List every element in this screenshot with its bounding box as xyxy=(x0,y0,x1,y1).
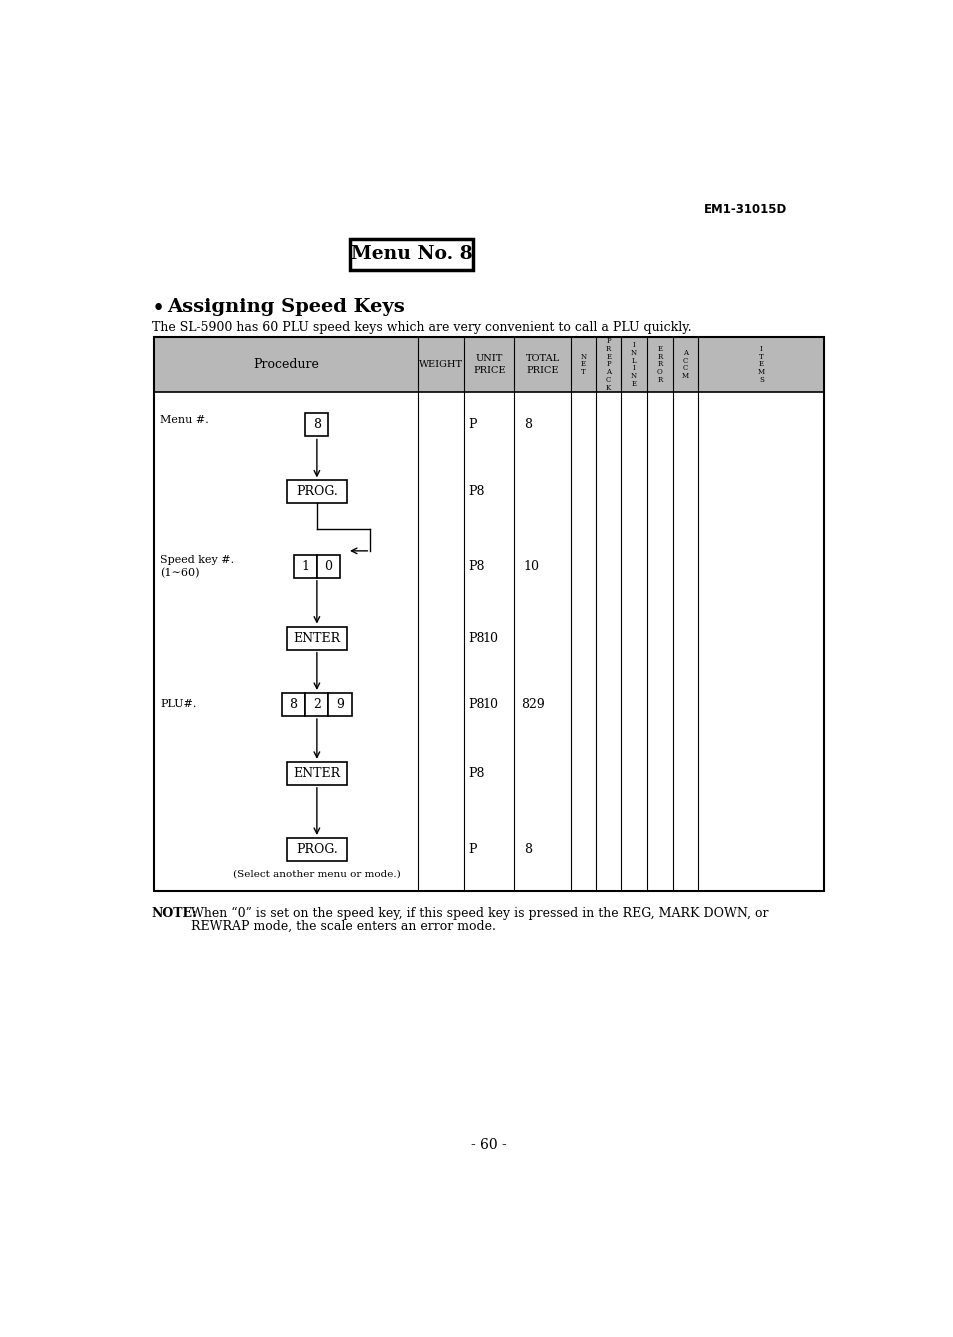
Bar xyxy=(417,337,464,392)
Text: 8: 8 xyxy=(313,418,320,432)
Bar xyxy=(282,693,305,717)
Text: NOTE:: NOTE: xyxy=(152,906,197,920)
Bar xyxy=(464,337,514,392)
Text: WEIGHT: WEIGHT xyxy=(418,360,462,369)
Text: 10: 10 xyxy=(523,560,539,572)
Text: P
R
E
P
A
C
K: P R E P A C K xyxy=(605,337,611,392)
Bar xyxy=(350,239,472,270)
Text: A
C
C
M: A C C M xyxy=(681,349,688,380)
Text: P: P xyxy=(468,842,476,856)
Text: Assigning Speed Keys: Assigning Speed Keys xyxy=(167,298,405,317)
Bar xyxy=(596,337,620,392)
Text: TOTAL
PRICE: TOTAL PRICE xyxy=(525,354,559,374)
Bar xyxy=(571,337,596,392)
Text: 10: 10 xyxy=(482,698,498,711)
Text: N
E
T: N E T xyxy=(579,353,586,376)
Text: PROG.: PROG. xyxy=(295,842,337,856)
Bar xyxy=(646,337,672,392)
Bar xyxy=(286,627,347,650)
Text: Speed key #.: Speed key #. xyxy=(160,555,234,566)
Text: REWRAP mode, the scale enters an error mode.: REWRAP mode, the scale enters an error m… xyxy=(191,920,495,933)
Text: P8: P8 xyxy=(468,631,484,644)
Text: •: • xyxy=(152,298,165,321)
Text: 2: 2 xyxy=(313,698,320,711)
Text: 8: 8 xyxy=(523,418,531,432)
Text: 0: 0 xyxy=(324,560,333,572)
Text: 8: 8 xyxy=(290,698,297,711)
Bar xyxy=(328,693,352,717)
Text: PROG.: PROG. xyxy=(295,485,337,499)
Text: Menu No. 8: Menu No. 8 xyxy=(350,246,472,263)
Bar xyxy=(286,762,347,785)
Bar xyxy=(316,555,340,578)
Text: P: P xyxy=(468,418,476,432)
Text: 829: 829 xyxy=(520,698,544,711)
Text: ENTER: ENTER xyxy=(293,767,340,779)
Bar xyxy=(672,337,698,392)
Bar xyxy=(294,555,316,578)
Bar xyxy=(154,337,417,392)
Text: 8: 8 xyxy=(523,842,531,856)
Text: PLU#.: PLU#. xyxy=(160,699,196,710)
Text: The SL-5900 has 60 PLU speed keys which are very convenient to call a PLU quickl: The SL-5900 has 60 PLU speed keys which … xyxy=(152,321,691,334)
Bar xyxy=(514,337,571,392)
Bar xyxy=(698,337,823,392)
Bar xyxy=(305,693,328,717)
Bar xyxy=(154,337,823,892)
Bar xyxy=(286,838,347,861)
Text: P8: P8 xyxy=(468,560,484,572)
Text: I
N
L
I
N
E: I N L I N E xyxy=(631,341,637,388)
Text: Menu #.: Menu #. xyxy=(160,416,209,425)
Text: E
R
R
O
R: E R R O R xyxy=(657,345,662,384)
Text: - 60 -: - 60 - xyxy=(471,1138,506,1152)
Text: Procedure: Procedure xyxy=(253,358,318,370)
Text: EM1-31015D: EM1-31015D xyxy=(703,203,787,215)
Text: 9: 9 xyxy=(335,698,344,711)
Text: P8: P8 xyxy=(468,698,484,711)
Text: 1: 1 xyxy=(301,560,309,572)
Bar xyxy=(305,413,328,436)
Text: ENTER: ENTER xyxy=(293,631,340,644)
Text: I
T
E
M
S: I T E M S xyxy=(757,345,764,384)
Bar xyxy=(286,480,347,504)
Text: P8: P8 xyxy=(468,767,484,779)
Text: UNIT
PRICE: UNIT PRICE xyxy=(473,354,505,374)
Text: When “0” is set on the speed key, if this speed key is pressed in the REG, MARK : When “0” is set on the speed key, if thi… xyxy=(191,906,767,920)
Bar xyxy=(620,337,646,392)
Text: (Select another menu or mode.): (Select another menu or mode.) xyxy=(233,869,400,878)
Text: (1∼60): (1∼60) xyxy=(160,568,199,579)
Text: 10: 10 xyxy=(482,631,498,644)
Text: P8: P8 xyxy=(468,485,484,499)
